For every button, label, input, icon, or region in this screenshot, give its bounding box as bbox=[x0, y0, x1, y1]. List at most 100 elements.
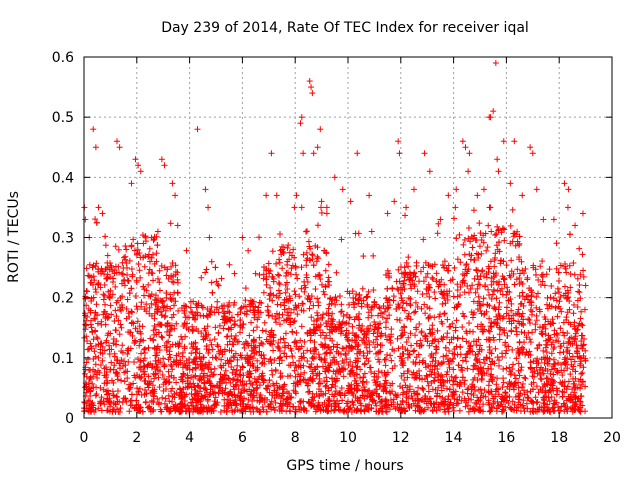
data-point bbox=[92, 392, 99, 399]
data-point bbox=[145, 384, 152, 391]
data-point bbox=[268, 398, 275, 405]
data-point bbox=[410, 348, 417, 355]
data-point bbox=[366, 341, 373, 348]
data-point bbox=[275, 345, 282, 352]
data-point bbox=[557, 407, 564, 414]
data-point bbox=[532, 321, 539, 328]
data-point bbox=[469, 244, 476, 251]
data-point bbox=[533, 399, 540, 406]
data-point bbox=[384, 285, 391, 292]
data-point bbox=[445, 262, 452, 269]
data-point bbox=[384, 267, 391, 274]
data-point bbox=[241, 387, 248, 394]
data-point bbox=[496, 299, 503, 306]
data-point bbox=[172, 192, 179, 199]
data-point bbox=[566, 262, 573, 269]
data-point bbox=[161, 162, 168, 169]
data-point bbox=[189, 328, 196, 335]
data-point bbox=[318, 204, 325, 211]
data-point bbox=[403, 339, 410, 346]
data-point bbox=[454, 334, 461, 341]
data-point bbox=[217, 408, 224, 415]
data-point bbox=[328, 384, 335, 391]
data-point bbox=[153, 250, 160, 257]
data-point bbox=[459, 389, 466, 396]
data-point bbox=[162, 395, 169, 402]
data-point bbox=[529, 150, 536, 157]
data-point bbox=[91, 348, 98, 355]
data-point bbox=[298, 204, 305, 211]
data-point bbox=[401, 277, 408, 284]
data-point bbox=[314, 295, 321, 302]
data-point bbox=[469, 282, 476, 289]
data-point bbox=[310, 150, 317, 157]
data-point bbox=[298, 114, 305, 121]
data-point bbox=[175, 307, 182, 314]
data-point bbox=[209, 354, 216, 361]
data-point bbox=[310, 262, 317, 269]
data-point bbox=[298, 285, 305, 292]
data-point bbox=[190, 327, 197, 334]
data-point bbox=[147, 258, 153, 265]
data-point bbox=[340, 373, 347, 380]
data-point bbox=[422, 310, 429, 317]
data-point bbox=[579, 251, 586, 258]
data-point bbox=[357, 366, 364, 373]
data-point bbox=[444, 316, 451, 323]
data-point bbox=[188, 390, 195, 397]
data-point bbox=[443, 371, 450, 378]
data-point bbox=[561, 332, 568, 339]
data-point bbox=[582, 282, 589, 289]
data-point bbox=[123, 246, 130, 253]
data-point bbox=[533, 383, 540, 390]
data-point bbox=[508, 300, 515, 307]
data-point bbox=[160, 355, 167, 362]
data-point bbox=[215, 329, 222, 336]
data-point bbox=[304, 228, 311, 235]
data-point bbox=[471, 275, 478, 282]
data-point bbox=[323, 204, 330, 211]
data-point bbox=[200, 313, 207, 320]
data-point bbox=[554, 359, 561, 366]
data-point bbox=[129, 391, 136, 398]
data-point bbox=[253, 405, 260, 412]
data-point bbox=[146, 245, 153, 252]
data-point bbox=[265, 260, 272, 267]
data-point bbox=[537, 263, 544, 270]
data-point bbox=[282, 330, 289, 337]
data-point bbox=[112, 243, 119, 250]
data-point bbox=[354, 407, 361, 414]
data-point bbox=[301, 369, 308, 376]
data-point bbox=[143, 398, 150, 405]
data-point bbox=[261, 319, 268, 326]
data-point bbox=[318, 209, 325, 216]
chart-title: Day 239 of 2014, Rate Of TEC Index for r… bbox=[161, 20, 529, 36]
data-point bbox=[314, 222, 321, 229]
data-point bbox=[553, 391, 560, 398]
data-point bbox=[116, 331, 123, 338]
data-point bbox=[247, 380, 254, 387]
data-point bbox=[346, 301, 353, 308]
data-point bbox=[276, 259, 283, 266]
data-point bbox=[307, 337, 314, 344]
data-point bbox=[165, 338, 172, 345]
data-point bbox=[516, 292, 523, 299]
y-tick-label: 0.2 bbox=[52, 291, 74, 307]
data-point bbox=[439, 300, 446, 307]
data-point bbox=[574, 275, 581, 282]
y-tick-label: 0.1 bbox=[52, 351, 74, 367]
data-point bbox=[209, 289, 216, 296]
data-point bbox=[246, 332, 253, 339]
data-point bbox=[203, 266, 210, 273]
data-point bbox=[322, 267, 329, 274]
data-point bbox=[284, 286, 291, 293]
data-point bbox=[122, 243, 129, 250]
data-point bbox=[503, 365, 510, 372]
data-point bbox=[538, 376, 545, 383]
data-point bbox=[169, 180, 176, 187]
y-tick-label: 0 bbox=[65, 411, 74, 427]
data-point bbox=[223, 333, 230, 340]
data-point bbox=[194, 126, 201, 133]
data-point bbox=[570, 260, 577, 267]
data-point bbox=[487, 114, 494, 121]
